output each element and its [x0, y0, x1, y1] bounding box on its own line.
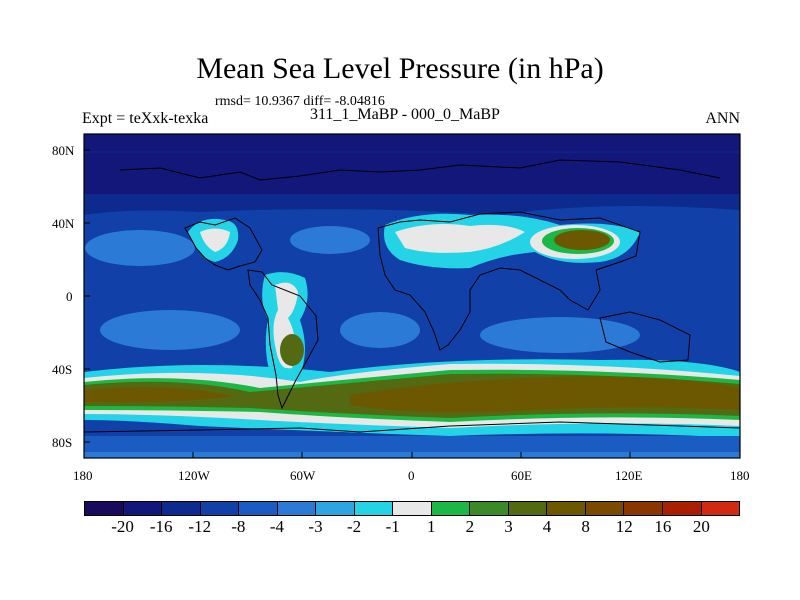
colorbar-label: 12 — [615, 517, 633, 536]
colorbar-label: -16 — [149, 517, 173, 536]
axis-ticks — [84, 149, 631, 458]
colorbar-segment — [431, 502, 471, 515]
eurasia-anomaly-light — [395, 224, 525, 253]
season-label: ANN — [705, 110, 740, 127]
north-polar-outline — [119, 159, 721, 181]
lat-label-80n: 80N — [52, 143, 75, 158]
colorbar-segment — [239, 502, 278, 515]
colorbar-label: -2 — [347, 517, 362, 536]
lon-label-60w: 60W — [290, 468, 316, 483]
colorbar-label: 16 — [654, 517, 672, 536]
colorbar-label: 8 — [581, 517, 590, 536]
colorbar — [84, 501, 740, 516]
colorbar-label: 4 — [542, 517, 552, 536]
colorbar-segment — [624, 502, 663, 515]
colorbar-segment — [123, 502, 163, 515]
lon-label-120e: 120E — [615, 468, 643, 483]
colorbar-segment — [662, 502, 702, 515]
lon-label-0: 0 — [408, 468, 415, 483]
colorbar-label: -1 — [385, 517, 400, 536]
arctic-low-band — [84, 134, 740, 194]
lon-label-120w: 120W — [178, 468, 210, 483]
lon-label-180e: 180 — [730, 468, 750, 483]
colorbar-segment — [547, 502, 586, 515]
colorbar-segment — [162, 502, 201, 515]
south-pacific-light-patch — [100, 310, 240, 350]
south-atlantic-light-patch — [340, 312, 420, 348]
colorbar-segment — [701, 502, 740, 515]
colorbar-label: -20 — [111, 517, 134, 536]
stats-line: rmsd= 10.9367 diff= -8.04816 — [215, 94, 385, 109]
colorbar-label: 20 — [692, 517, 710, 536]
colorbar-segment — [85, 502, 124, 515]
north-america-anomaly-core — [200, 228, 230, 252]
pressure-field — [84, 134, 740, 458]
colorbar-segment — [393, 502, 432, 515]
colorbar-segment — [200, 502, 240, 515]
colorbar-segment — [470, 502, 509, 515]
lat-label-40n: 40N — [52, 216, 75, 231]
map-title: Mean Sea Level Pressure (in hPa) — [196, 52, 604, 85]
north-atlantic-light-patch — [290, 226, 370, 254]
colorbar-label: -8 — [231, 517, 246, 536]
tibet-brown-core — [554, 230, 610, 250]
colorbar-segment — [585, 502, 625, 515]
subarctic-dark-band — [84, 194, 740, 215]
lat-label-0: 0 — [66, 289, 73, 304]
colorbar-segment — [508, 502, 548, 515]
north-pacific-light-patch — [85, 230, 195, 266]
lat-label-40s: 40S — [52, 362, 73, 377]
experiment-label: Expt = teXxk-texka — [82, 110, 209, 127]
south-indian-light-patch — [480, 317, 640, 353]
south-america-olive-patch — [280, 334, 304, 366]
colorbar-segment — [316, 502, 355, 515]
colorbar-label: 2 — [465, 517, 475, 536]
land-outline — [84, 211, 740, 433]
difference-label: 311_1_MaBP - 000_0_MaBP — [310, 106, 500, 123]
southern-brown-band — [84, 376, 740, 413]
colorbar-label: -12 — [188, 517, 212, 536]
colorbar-label: -3 — [308, 517, 323, 536]
colorbar-label: -4 — [269, 517, 285, 536]
colorbar-label: 1 — [427, 517, 436, 536]
colorbar-segment — [277, 502, 317, 515]
colorbar-segment — [354, 502, 394, 515]
lat-label-80s: 80S — [52, 435, 73, 450]
colorbar-label: 3 — [504, 517, 513, 536]
lon-label-60e: 60E — [511, 468, 532, 483]
lon-label-180w: 180 — [73, 468, 93, 483]
